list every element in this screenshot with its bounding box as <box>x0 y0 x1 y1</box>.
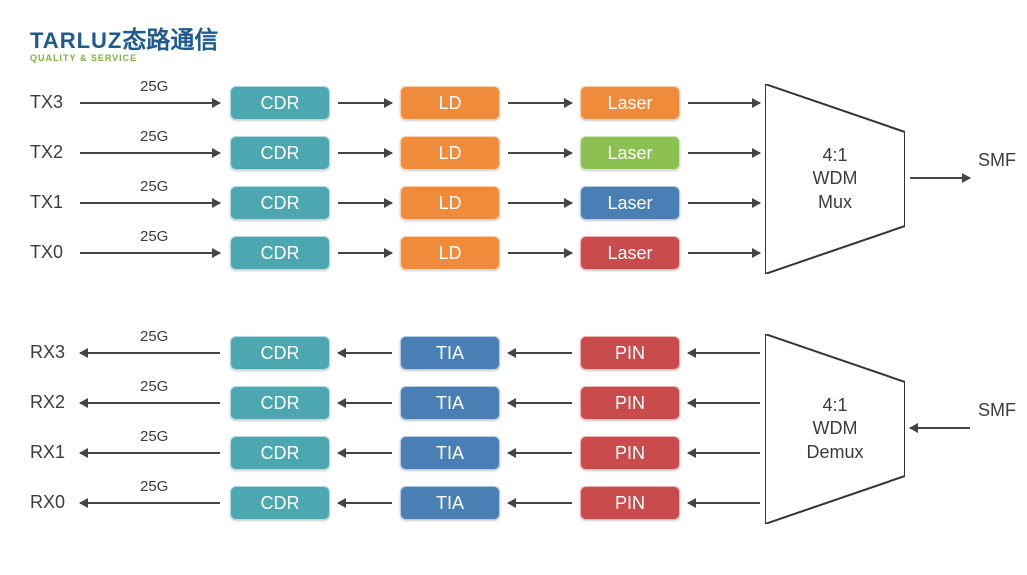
flow-arrow <box>338 252 392 254</box>
flow-arrow <box>338 102 392 104</box>
cdr-block: CDR <box>230 86 330 120</box>
block-diagram: 4:1 WDM Mux SMF TX325GCDRLDLaserTX225GCD… <box>30 80 1000 530</box>
flow-arrow <box>508 502 572 504</box>
brand-logo: TARLUZ态路通信 QUALITY & SERVICE <box>30 20 218 63</box>
cdr-block: CDR <box>230 186 330 220</box>
flow-arrow <box>688 202 760 204</box>
rate-label: 25G <box>140 78 168 95</box>
rate-label: 25G <box>140 178 168 195</box>
rate-label: 25G <box>140 228 168 245</box>
flow-arrow <box>688 502 760 504</box>
flow-arrow <box>688 102 760 104</box>
rate-label: 25G <box>140 428 168 445</box>
pin-block: PIN <box>580 486 680 520</box>
io-label: RX0 <box>30 492 65 513</box>
ld-block: LD <box>400 236 500 270</box>
cdr-block: CDR <box>230 386 330 420</box>
flow-arrow <box>80 452 220 454</box>
flow-arrow <box>80 202 220 204</box>
rx-row: RX2 25G CDR TIA PIN <box>30 380 1000 430</box>
io-label: TX2 <box>30 142 63 163</box>
tia-block: TIA <box>400 486 500 520</box>
flow-arrow <box>80 152 220 154</box>
io-label: TX1 <box>30 192 63 213</box>
flow-arrow <box>338 502 392 504</box>
flow-arrow <box>80 502 220 504</box>
logo-sub: QUALITY & SERVICE <box>30 53 218 63</box>
rx-row: RX3 25G CDR TIA PIN <box>30 330 1000 380</box>
rate-label: 25G <box>140 378 168 395</box>
laser-block: Laser <box>580 86 680 120</box>
tx-row: TX3 25G CDR LD Laser <box>30 80 1000 130</box>
tia-block: TIA <box>400 436 500 470</box>
cdr-block: CDR <box>230 486 330 520</box>
flow-arrow <box>688 452 760 454</box>
rx-row: RX1 25G CDR TIA PIN <box>30 430 1000 480</box>
io-label: TX3 <box>30 92 63 113</box>
flow-arrow <box>508 152 572 154</box>
io-label: RX3 <box>30 342 65 363</box>
ld-block: LD <box>400 86 500 120</box>
cdr-block: CDR <box>230 136 330 170</box>
flow-arrow <box>80 102 220 104</box>
flow-arrow <box>508 402 572 404</box>
tx-row: TX1 25G CDR LD Laser <box>30 180 1000 230</box>
tx-row: TX0 25G CDR LD Laser <box>30 230 1000 280</box>
flow-arrow <box>688 402 760 404</box>
io-label: RX2 <box>30 392 65 413</box>
pin-block: PIN <box>580 436 680 470</box>
flow-arrow <box>508 252 572 254</box>
flow-arrow <box>80 352 220 354</box>
cdr-block: CDR <box>230 436 330 470</box>
pin-block: PIN <box>580 386 680 420</box>
flow-arrow <box>688 152 760 154</box>
tx-section: 4:1 WDM Mux SMF TX325GCDRLDLaserTX225GCD… <box>30 80 1000 280</box>
rate-label: 25G <box>140 128 168 145</box>
flow-arrow <box>508 452 572 454</box>
cdr-block: CDR <box>230 336 330 370</box>
tia-block: TIA <box>400 336 500 370</box>
logo-en: TARLUZ <box>30 28 122 53</box>
io-label: RX1 <box>30 442 65 463</box>
io-label: TX0 <box>30 242 63 263</box>
laser-block: Laser <box>580 136 680 170</box>
logo-cn: 态路通信 <box>122 27 218 54</box>
flow-arrow <box>338 202 392 204</box>
rate-label: 25G <box>140 328 168 345</box>
flow-arrow <box>338 452 392 454</box>
flow-arrow <box>80 402 220 404</box>
flow-arrow <box>508 102 572 104</box>
tia-block: TIA <box>400 386 500 420</box>
flow-arrow <box>508 202 572 204</box>
flow-arrow <box>338 402 392 404</box>
flow-arrow <box>688 252 760 254</box>
rx-row: RX0 25G CDR TIA PIN <box>30 480 1000 530</box>
flow-arrow <box>80 252 220 254</box>
rx-section: 4:1 WDM Demux SMF RX325GCDRTIAPINRX225GC… <box>30 330 1000 530</box>
pin-block: PIN <box>580 336 680 370</box>
flow-arrow <box>338 152 392 154</box>
laser-block: Laser <box>580 236 680 270</box>
flow-arrow <box>508 352 572 354</box>
flow-arrow <box>338 352 392 354</box>
cdr-block: CDR <box>230 236 330 270</box>
tx-row: TX2 25G CDR LD Laser <box>30 130 1000 180</box>
laser-block: Laser <box>580 186 680 220</box>
ld-block: LD <box>400 186 500 220</box>
flow-arrow <box>688 352 760 354</box>
ld-block: LD <box>400 136 500 170</box>
rate-label: 25G <box>140 478 168 495</box>
